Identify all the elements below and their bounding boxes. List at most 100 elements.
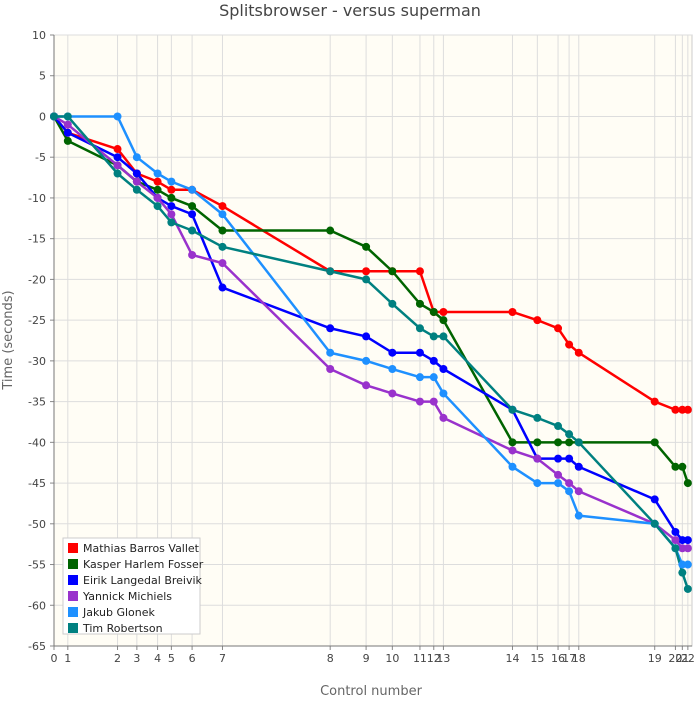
- data-point: [415, 267, 424, 276]
- y-tick-label: -45: [28, 477, 46, 490]
- y-tick-label: -5: [35, 151, 46, 164]
- data-point: [650, 397, 659, 406]
- data-point: [167, 185, 176, 194]
- x-tick-label: 10: [385, 652, 399, 665]
- data-point: [113, 145, 122, 154]
- data-point: [565, 340, 574, 349]
- legend-box: [62, 537, 201, 635]
- data-point: [218, 202, 227, 211]
- data-point: [153, 169, 162, 178]
- y-tick-label: -50: [28, 518, 46, 531]
- data-point: [113, 112, 122, 121]
- data-point: [508, 307, 517, 316]
- data-point: [63, 128, 72, 137]
- data-point: [678, 568, 687, 577]
- data-point: [565, 479, 574, 488]
- y-tick-label: 0: [39, 110, 46, 123]
- data-point: [188, 202, 197, 211]
- x-tick-label: 13: [436, 652, 450, 665]
- data-point: [167, 193, 176, 202]
- x-tick-label: 7: [219, 652, 226, 665]
- data-point: [167, 177, 176, 186]
- data-point: [218, 259, 227, 268]
- y-tick-label: -35: [28, 396, 46, 409]
- data-point: [326, 365, 335, 374]
- data-point: [153, 193, 162, 202]
- data-point: [439, 365, 448, 374]
- data-point: [574, 462, 583, 471]
- data-point: [533, 413, 542, 422]
- data-point: [429, 373, 438, 382]
- data-point: [683, 479, 692, 488]
- legend-entry: Tim Robertson: [82, 622, 163, 635]
- x-tick-label: 14: [505, 652, 519, 665]
- data-point: [671, 527, 680, 536]
- data-point: [429, 397, 438, 406]
- data-point: [388, 365, 397, 374]
- legend-swatch: [68, 575, 78, 585]
- data-point: [326, 348, 335, 357]
- data-point: [63, 112, 72, 121]
- data-point: [63, 136, 72, 145]
- data-point: [565, 487, 574, 496]
- data-point: [326, 226, 335, 235]
- data-point: [671, 405, 680, 414]
- data-point: [678, 544, 687, 553]
- x-tick-label: 0: [51, 652, 58, 665]
- data-point: [388, 267, 397, 276]
- data-point: [153, 177, 162, 186]
- data-point: [439, 316, 448, 325]
- x-tick-label: 16: [551, 652, 565, 665]
- data-point: [415, 397, 424, 406]
- legend-entry: Kasper Harlem Fosser: [83, 558, 204, 571]
- chart-title: Splitsbrowser - versus superman: [219, 1, 481, 20]
- data-point: [63, 120, 72, 129]
- y-tick-label: -10: [28, 192, 46, 205]
- legend-entry: Jakub Glonek: [82, 606, 156, 619]
- data-point: [326, 324, 335, 333]
- data-point: [132, 177, 141, 186]
- x-tick-label: 1: [64, 652, 71, 665]
- data-point: [50, 112, 58, 121]
- y-tick-label: -15: [28, 233, 46, 246]
- y-tick-label: -60: [28, 599, 46, 612]
- x-tick-label: 11: [413, 652, 427, 665]
- data-point: [388, 389, 397, 398]
- y-tick-label: -55: [28, 559, 46, 572]
- legend-swatch: [68, 543, 78, 553]
- y-tick-label: 10: [32, 29, 46, 42]
- data-point: [554, 454, 563, 463]
- y-tick-label: 5: [39, 70, 46, 83]
- data-point: [678, 536, 687, 545]
- x-axis-label: Control number: [320, 684, 423, 699]
- data-point: [678, 462, 687, 471]
- data-point: [362, 356, 371, 365]
- data-point: [113, 169, 122, 178]
- data-point: [218, 210, 227, 219]
- data-point: [113, 161, 122, 170]
- data-point: [429, 356, 438, 365]
- data-point: [429, 332, 438, 341]
- legend-swatch: [68, 623, 78, 633]
- data-point: [362, 381, 371, 390]
- data-point: [218, 226, 227, 235]
- data-point: [188, 210, 197, 219]
- data-point: [415, 324, 424, 333]
- data-point: [671, 536, 680, 545]
- data-point: [362, 332, 371, 341]
- data-point: [439, 389, 448, 398]
- data-point: [415, 373, 424, 382]
- data-point: [508, 462, 517, 471]
- data-point: [574, 348, 583, 357]
- data-point: [533, 316, 542, 325]
- legend-entry: Yannick Michiels: [82, 590, 172, 603]
- legend-swatch: [68, 591, 78, 601]
- x-tick-label: 6: [189, 652, 196, 665]
- data-point: [167, 202, 176, 211]
- x-tick-label: 21: [675, 652, 689, 665]
- data-point: [554, 470, 563, 479]
- data-point: [533, 438, 542, 447]
- x-tick-label: 18: [572, 652, 586, 665]
